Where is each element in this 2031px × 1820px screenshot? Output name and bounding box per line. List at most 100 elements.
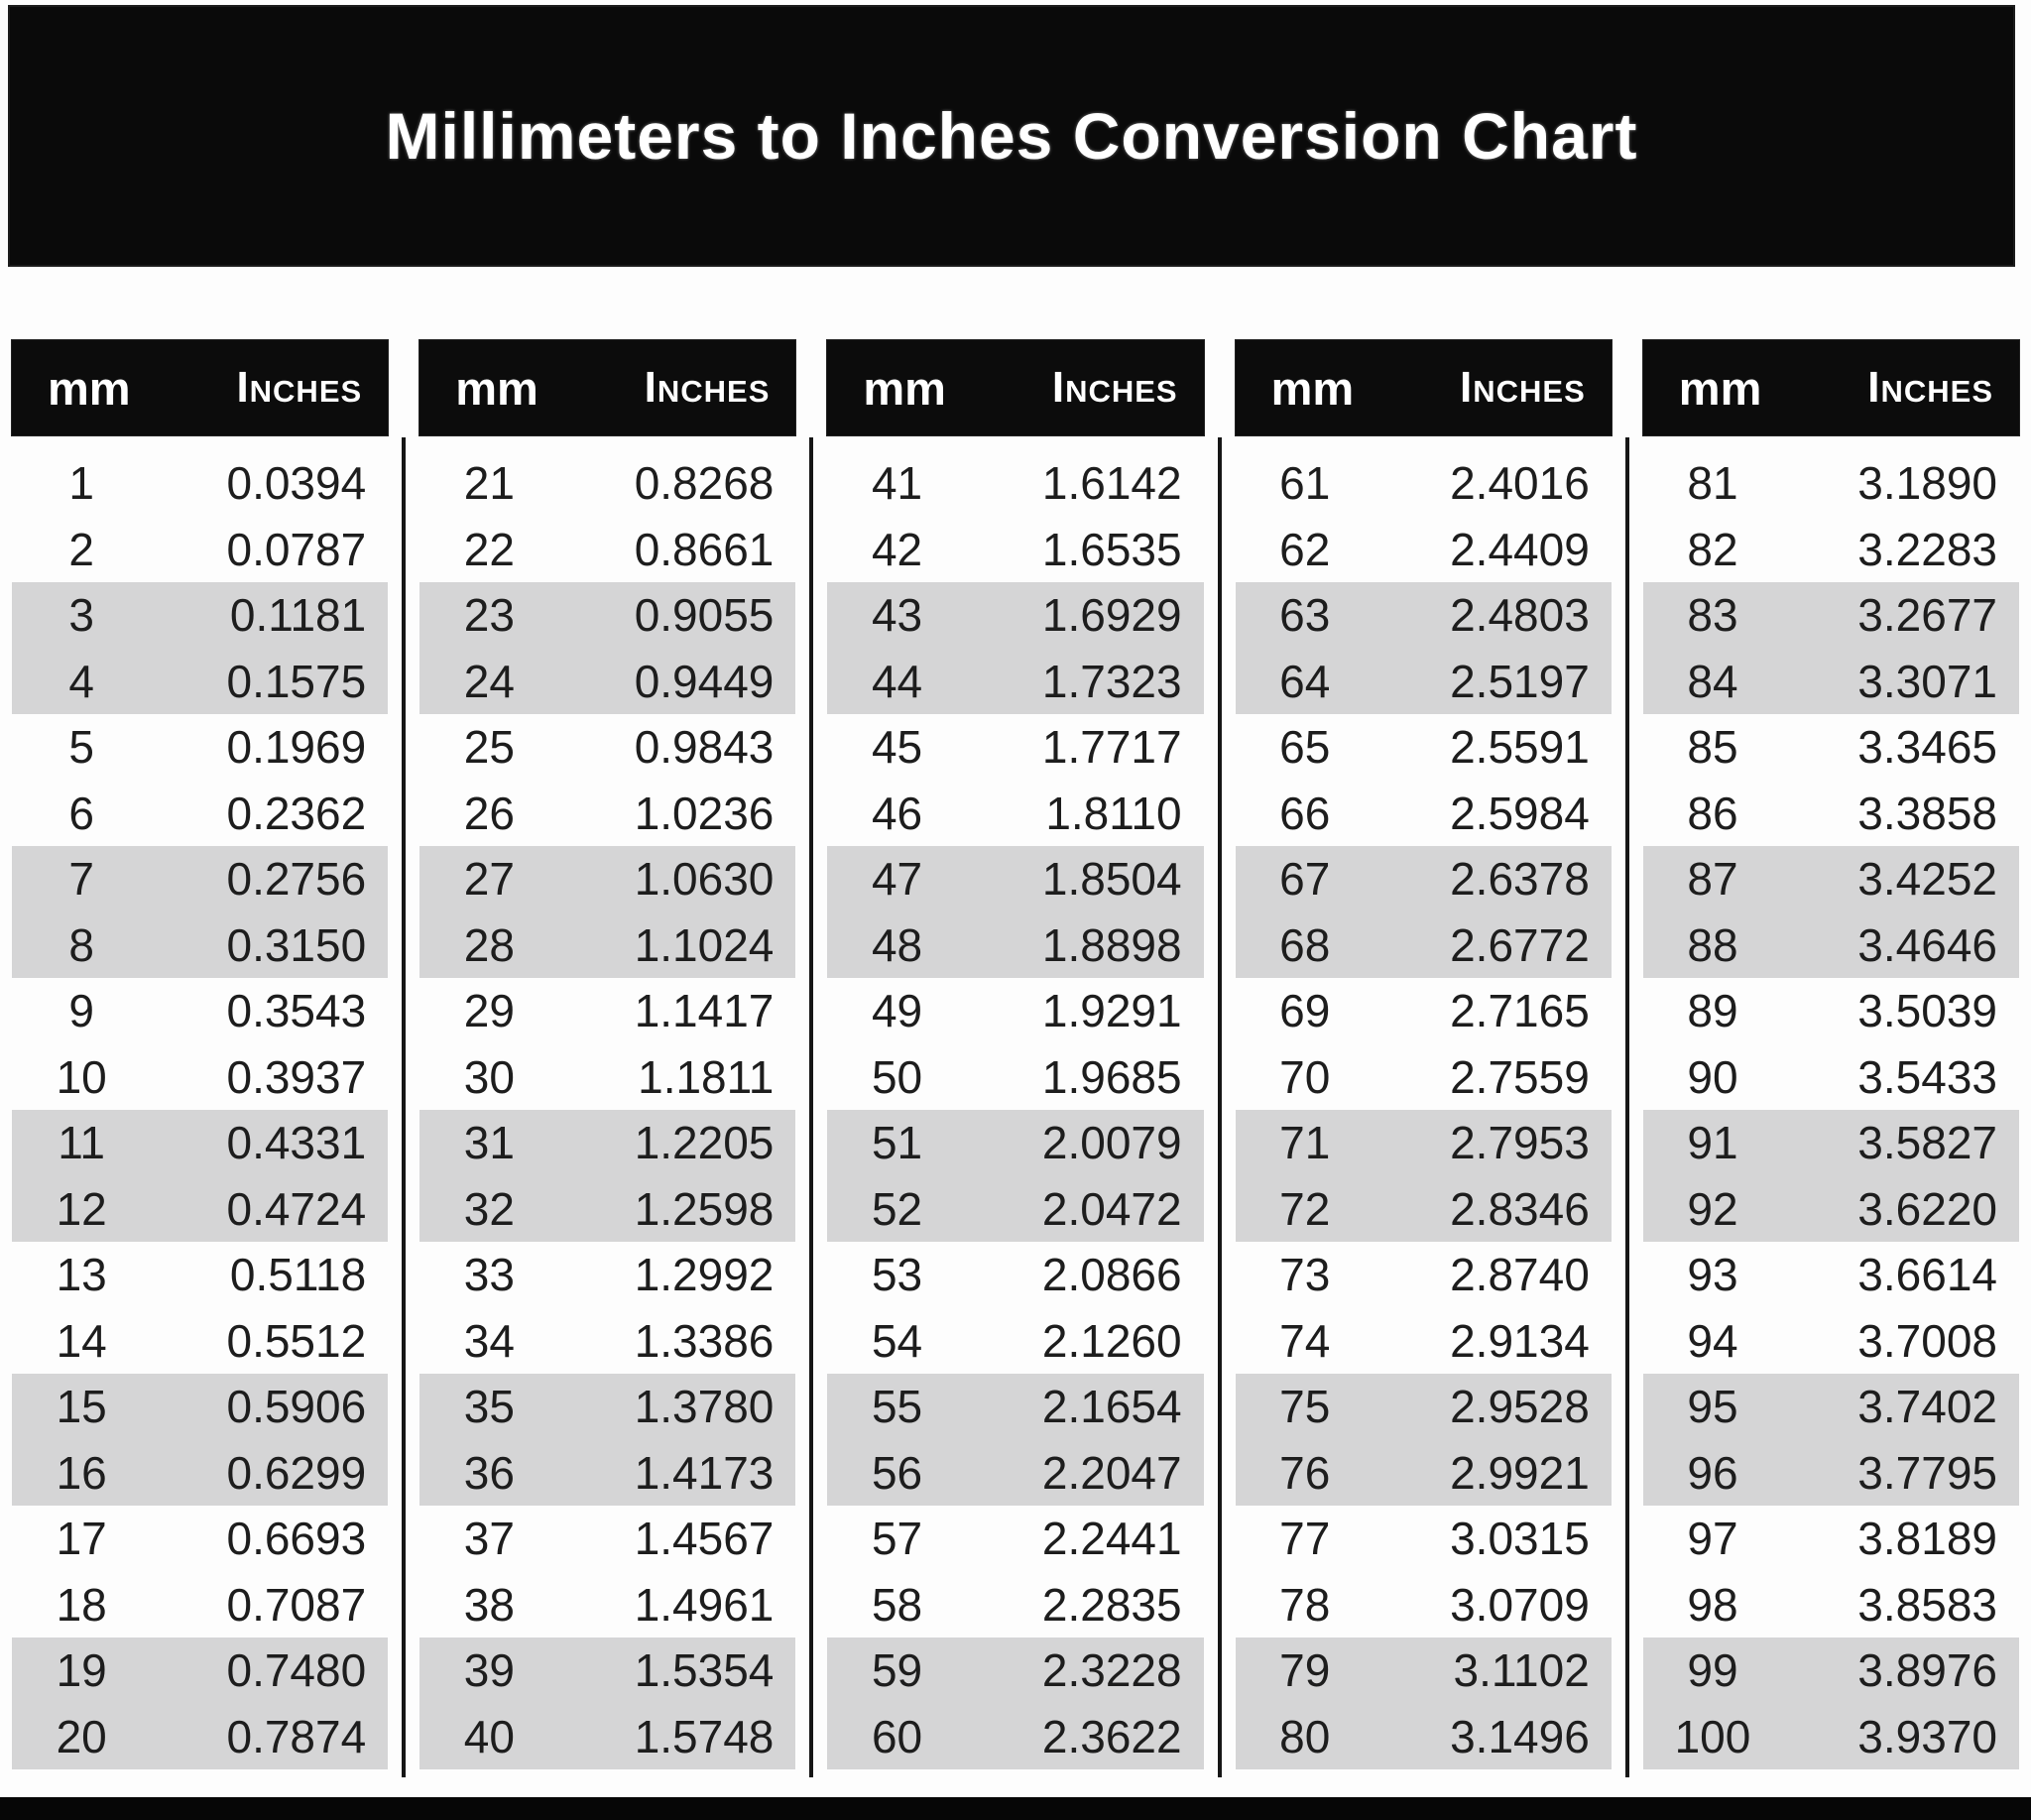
inches-cell: 0.2362 [226, 787, 367, 839]
table-row: 72 2.8346 [1235, 1175, 1612, 1242]
inches-cell: 3.6614 [1857, 1249, 1997, 1301]
mm-cell: 35 [463, 1381, 515, 1433]
inches-cell: 1.7323 [1041, 655, 1182, 707]
inches-cell: 1.6929 [1041, 589, 1182, 642]
table-row: 64 2.5197 [1235, 648, 1612, 714]
inches-cell: 2.1260 [1041, 1314, 1182, 1367]
table-row: 71 2.7953 [1235, 1110, 1612, 1176]
inches-cell: 2.7165 [1450, 985, 1590, 1037]
table-row: 57 2.2441 [827, 1506, 1203, 1572]
table-row: 31 1.2205 [419, 1110, 796, 1176]
table-row: 88 3.4646 [1642, 911, 2019, 978]
inches-cell: 2.3622 [1041, 1710, 1182, 1762]
table-row: 54 2.1260 [827, 1308, 1203, 1375]
mm-cell: 71 [1279, 1117, 1331, 1169]
mm-cell: 25 [463, 721, 515, 774]
table-row: 18 0.7087 [12, 1572, 388, 1638]
table-row: 33 1.2992 [419, 1242, 795, 1308]
inches-cell: 3.3071 [1857, 655, 1997, 707]
title-banner: Millimeters to Inches Conversion Chart [10, 7, 2013, 265]
table-row: 25 0.9843 [419, 714, 795, 781]
mm-cell: 63 [1279, 589, 1331, 642]
mm-cell: 58 [871, 1578, 923, 1631]
table-row: 1 0.0394 [12, 450, 388, 517]
mm-cell: 89 [1687, 985, 1738, 1037]
table-row: 56 2.2047 [827, 1439, 1204, 1506]
column-group-header: mm Inches [1642, 340, 2019, 435]
mm-cell: 82 [1687, 523, 1738, 575]
mm-cell: 13 [56, 1249, 107, 1301]
inches-cell: 0.9449 [634, 655, 775, 707]
mm-cell: 10 [56, 1050, 107, 1103]
inches-cell: 1.8110 [1045, 787, 1182, 839]
table-row: 69 2.7165 [1236, 978, 1612, 1044]
inches-cell: 2.9921 [1450, 1446, 1590, 1499]
mm-cell: 60 [871, 1710, 923, 1762]
inches-cell: 2.7559 [1450, 1050, 1590, 1103]
inches-cell: 1.6535 [1041, 523, 1182, 575]
mm-column-header: mm [863, 361, 946, 415]
mm-cell: 88 [1687, 918, 1738, 971]
table-row: 50 1.9685 [827, 1044, 1203, 1111]
mm-cell: 83 [1687, 589, 1738, 642]
inches-cell: 1.7717 [1041, 721, 1182, 774]
mm-cell: 20 [56, 1710, 107, 1762]
table-row: 45 1.7717 [827, 714, 1203, 781]
mm-cell: 79 [1279, 1644, 1331, 1697]
inches-cell: 2.5197 [1450, 655, 1590, 707]
inches-cell: 0.4331 [226, 1117, 367, 1169]
table-row: 75 2.9528 [1235, 1374, 1612, 1440]
mm-cell: 18 [56, 1578, 107, 1631]
mm-cell: 65 [1279, 721, 1331, 774]
table-row: 36 1.4173 [419, 1439, 796, 1506]
mm-cell: 70 [1279, 1050, 1331, 1103]
table-row: 21 0.8268 [419, 450, 795, 517]
inches-column-header: Inches [1051, 363, 1178, 412]
inches-cell: 0.0787 [226, 523, 367, 575]
table-row: 47 1.8504 [827, 846, 1204, 912]
table-row: 60 2.3622 [827, 1703, 1204, 1769]
mm-cell: 31 [463, 1117, 515, 1169]
inches-cell: 1.2992 [634, 1249, 775, 1301]
table-row: 52 2.0472 [827, 1175, 1204, 1242]
inches-cell: 0.3150 [226, 918, 367, 971]
table-row: 5 0.1969 [12, 714, 388, 781]
table-row: 37 1.4567 [419, 1506, 795, 1572]
mm-column-header: mm [1270, 361, 1355, 415]
table-row: 58 2.2835 [827, 1572, 1203, 1638]
rows-container: 1 0.0394 2 0.0787 3 0.1181 4 0.1575 5 0.… [12, 450, 389, 1769]
conversion-grid: mm Inches 1 0.0394 2 0.0787 3 0.1181 4 0… [12, 340, 2019, 1777]
inches-cell: 3.8583 [1857, 1578, 1997, 1631]
mm-cell: 9 [68, 985, 94, 1037]
table-row: 96 3.7795 [1642, 1439, 2019, 1506]
mm-cell: 75 [1279, 1381, 1331, 1433]
mm-cell: 6 [68, 787, 94, 839]
table-row: 55 2.1654 [827, 1374, 1204, 1440]
inches-cell: 2.4409 [1450, 523, 1590, 575]
table-row: 59 2.3228 [827, 1638, 1204, 1704]
mm-cell: 29 [463, 985, 515, 1037]
inches-cell: 0.7480 [226, 1644, 367, 1697]
mm-cell: 3 [68, 589, 94, 642]
mm-cell: 32 [463, 1182, 515, 1235]
table-row: 80 3.1496 [1235, 1703, 1612, 1769]
inches-cell: 0.5118 [229, 1249, 367, 1301]
table-row: 13 0.5118 [12, 1242, 388, 1308]
table-row: 38 1.4961 [419, 1572, 795, 1638]
conversion-column-group: mm Inches 61 2.4016 62 2.4409 63 2.4803 … [1235, 340, 1629, 1777]
mm-cell: 52 [871, 1182, 923, 1235]
inches-cell: 2.0079 [1041, 1117, 1182, 1169]
mm-cell: 14 [56, 1314, 107, 1367]
mm-cell: 37 [463, 1513, 515, 1565]
page-title: Millimeters to Inches Conversion Chart [385, 99, 1638, 173]
inches-cell: 1.1811 [638, 1050, 775, 1103]
inches-cell: 2.2047 [1041, 1446, 1182, 1499]
column-group-header: mm Inches [827, 340, 1204, 435]
mm-cell: 84 [1687, 655, 1738, 707]
mm-cell: 49 [871, 985, 923, 1037]
mm-cell: 46 [871, 787, 923, 839]
inches-cell: 3.1102 [1453, 1644, 1590, 1697]
rows-container: 41 1.6142 42 1.6535 43 1.6929 44 1.7323 … [827, 450, 1204, 1769]
rows-container: 81 3.1890 82 3.2283 83 3.2677 84 3.3071 … [1642, 450, 2019, 1769]
inches-cell: 3.2283 [1857, 523, 1997, 575]
